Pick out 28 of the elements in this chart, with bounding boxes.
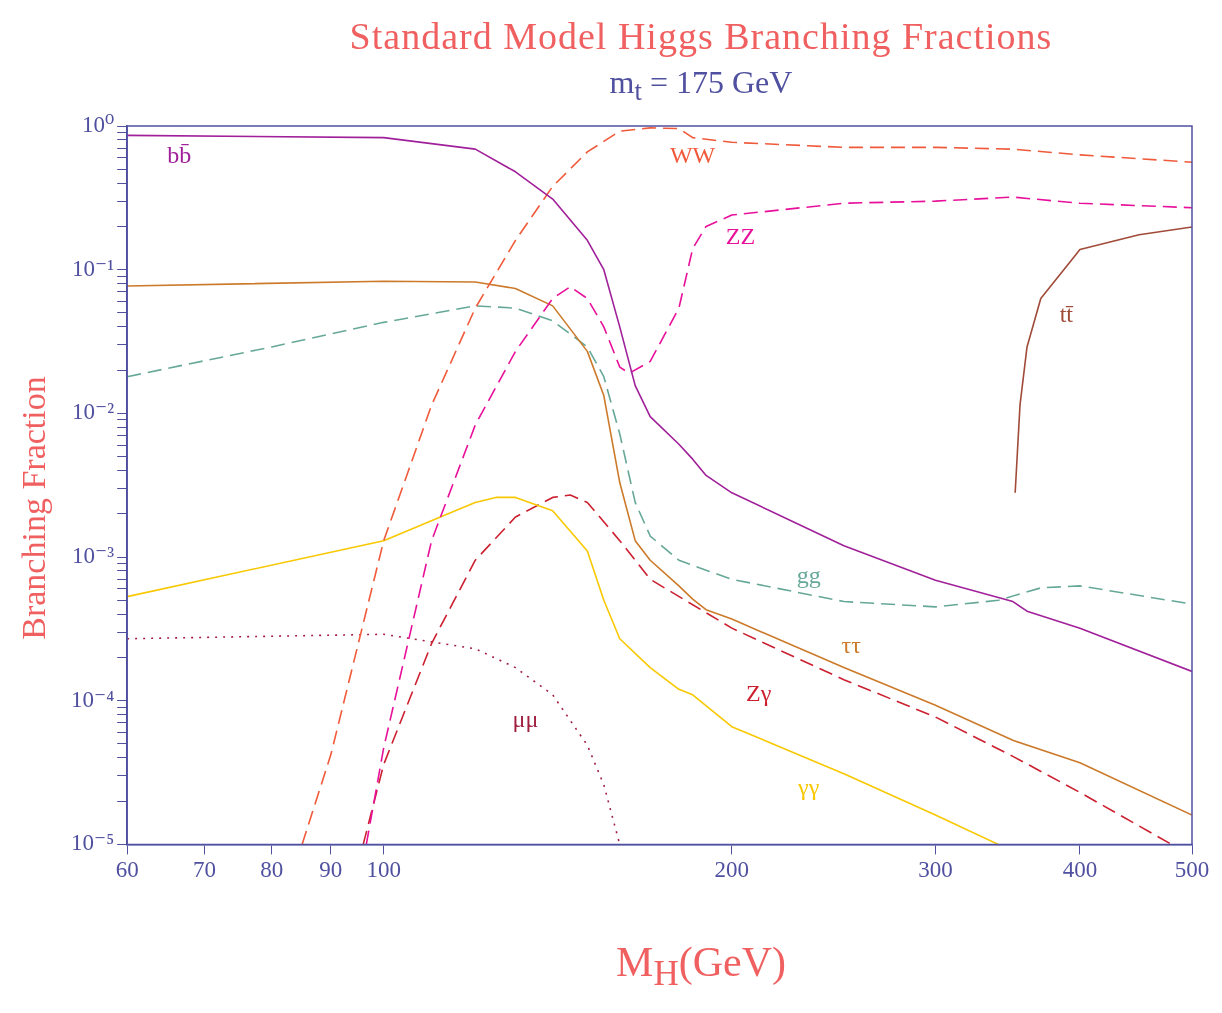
x-tick-label: 60 <box>115 857 139 883</box>
x-tick-label: 100 <box>366 857 401 883</box>
y-axis-title: Branching Fraction <box>15 376 53 640</box>
series-label: Zγ <box>745 680 772 707</box>
chart-subtitle: m$_{t}$ = 175 GeV <box>608 64 794 108</box>
series-label: bb̄ <box>167 142 192 169</box>
chart-title: Standard Model Higgs Branching Fractions <box>348 14 1054 58</box>
x-tick-label: 500 <box>1174 857 1210 883</box>
series-label: gg <box>796 562 821 589</box>
x-tick-label: 300 <box>918 857 953 883</box>
y-tick-label: 10⁻⁵ <box>70 830 115 856</box>
series-label: ττ <box>841 632 862 659</box>
x-tick-label: 400 <box>1062 857 1098 883</box>
y-tick-label: 10⁻² <box>72 399 115 425</box>
y-tick-label: 10⁻¹ <box>72 255 115 281</box>
x-tick-label: 70 <box>193 857 217 883</box>
x-tick-label: 90 <box>319 857 343 883</box>
x-axis-title: M$_{H}$(GeV) <box>615 938 787 995</box>
series-label: ZZ <box>725 223 756 250</box>
series-label: tt̄ <box>1059 300 1074 327</box>
y-tick-label: 10⁰ <box>81 112 115 138</box>
x-tick-label: 200 <box>714 857 750 883</box>
series-label: γγ <box>797 774 820 801</box>
series-label: μμ <box>512 706 539 733</box>
y-tick-label: 10⁻⁴ <box>70 686 115 712</box>
x-tick-label: 80 <box>260 857 284 883</box>
y-tick-label: 10⁻³ <box>72 543 115 569</box>
series-label: WW <box>669 142 716 169</box>
